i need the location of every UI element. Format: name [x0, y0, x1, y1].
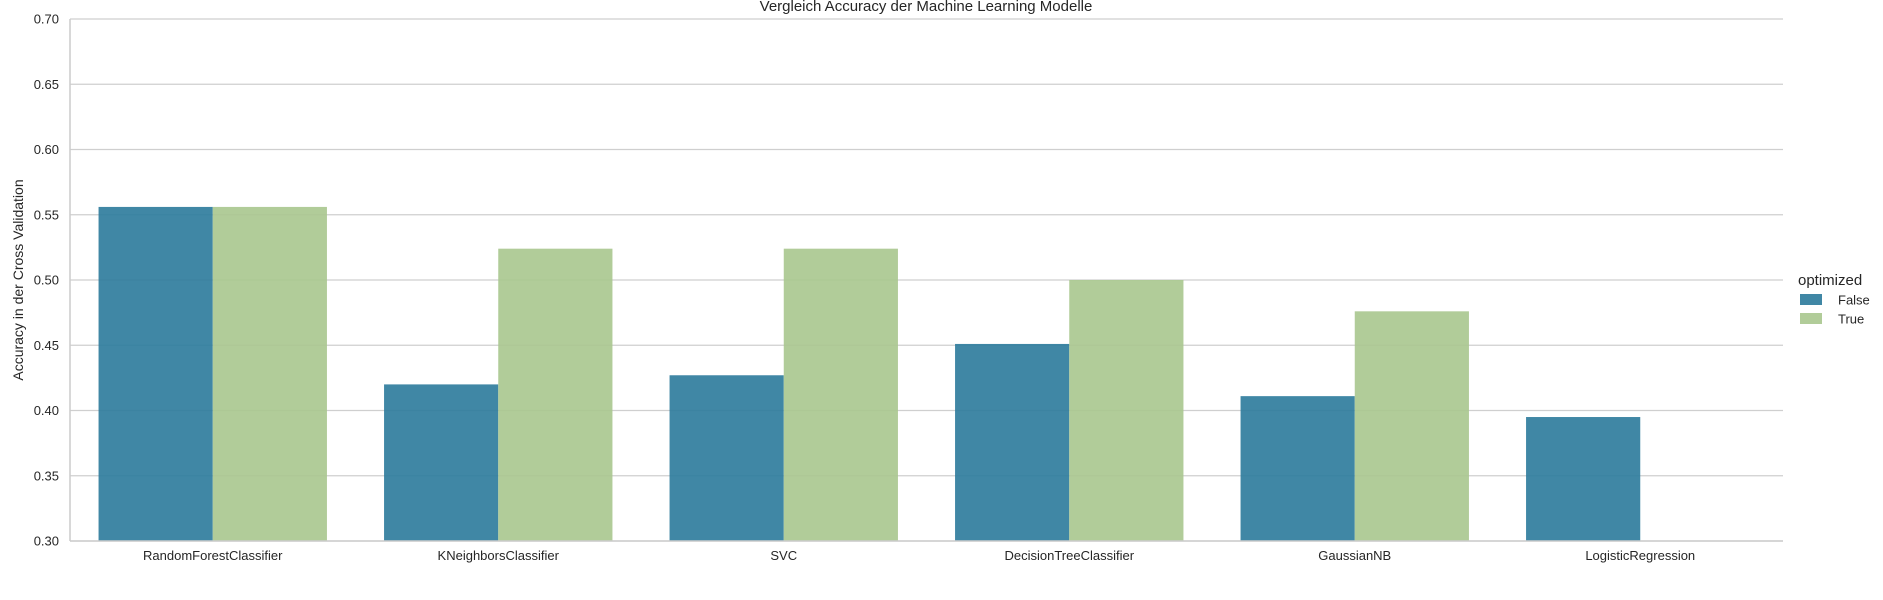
x-tick-label: RandomForestClassifier	[143, 548, 283, 563]
bar-false-kneighborsclassifier	[384, 384, 499, 541]
y-tick-label: 0.50	[34, 273, 59, 288]
x-tick-label: SVC	[770, 548, 797, 563]
bar-false-decisiontreeclassifier	[955, 343, 1070, 541]
chart-title: Vergleich Accuracy der Machine Learning …	[760, 0, 1093, 15]
bar-true-kneighborsclassifier	[498, 248, 613, 541]
y-tick-label: 0.40	[34, 403, 59, 418]
y-tick-label: 0.35	[34, 468, 59, 483]
x-tick-label: KNeighborsClassifier	[438, 548, 560, 563]
y-tick-labels: 0.30 0.35 0.40 0.45 0.50 0.55 0.60 0.65 0.70	[34, 12, 59, 549]
bars	[98, 206, 1641, 542]
y-tick-label: 0.45	[34, 338, 59, 353]
bar-false-gaussiannb	[1240, 396, 1355, 541]
bar-false-randomforestclassifier	[98, 206, 213, 542]
x-tick-label: LogisticRegression	[1585, 548, 1695, 563]
x-tick-label: DecisionTreeClassifier	[1004, 548, 1134, 563]
y-tick-label: 0.55	[34, 207, 59, 222]
bar-true-decisiontreeclassifier	[1069, 280, 1184, 541]
legend-swatch-false	[1800, 294, 1822, 305]
legend: optimized False True	[1798, 272, 1870, 327]
gridlines	[70, 18, 1783, 542]
y-tick-label: 0.65	[34, 77, 59, 92]
y-tick-label: 0.60	[34, 142, 59, 157]
bar-true-gaussiannb	[1354, 311, 1469, 541]
bar-true-randomforestclassifier	[212, 206, 327, 542]
legend-title: optimized	[1798, 272, 1862, 289]
bar-true-svc	[783, 248, 898, 541]
legend-label-true: True	[1838, 312, 1864, 327]
legend-swatch-true	[1800, 313, 1822, 324]
legend-label-false: False	[1838, 293, 1870, 308]
y-axis-label: Accuracy in der Cross Validation	[10, 179, 26, 380]
x-tick-labels: RandomForestClassifier KNeighborsClassifi…	[143, 548, 1695, 563]
bar-false-logisticregression	[1526, 417, 1641, 541]
y-tick-label: 0.30	[34, 534, 59, 549]
x-tick-label: GaussianNB	[1318, 548, 1391, 563]
y-tick-label: 0.70	[34, 12, 59, 27]
axes	[69, 19, 1783, 542]
bar-false-svc	[669, 375, 784, 541]
